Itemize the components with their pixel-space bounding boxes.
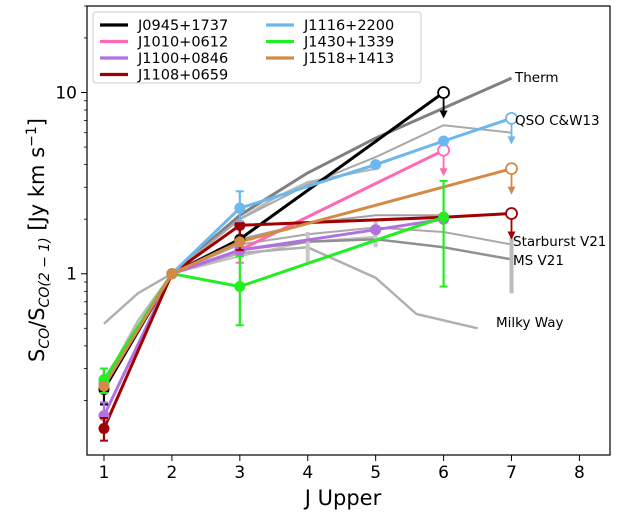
x-tick-label-2: 2 (166, 463, 177, 483)
axis-ticks: 1 2 3 4 5 6 7 8 1 10 (55, 5, 585, 483)
upper-limit-point-j1518-1413-x7 (505, 162, 518, 176)
ref-label-starburst-v21: Starburst V21 (513, 234, 606, 250)
data-point-j1430-1339-x6 (438, 211, 450, 223)
series-line-j1010-0612 (102, 148, 445, 384)
series-points (98, 86, 518, 442)
data-point-j1116-2200-x5 (370, 159, 382, 171)
x-tick-label-1: 1 (99, 463, 110, 483)
series-line-j1430-1339 (102, 215, 445, 381)
x-tick-label-5: 5 (370, 463, 381, 483)
x-tick-label-3: 3 (234, 463, 245, 483)
data-point-j1518-1413-x3 (234, 236, 246, 248)
reference-model-lines (102, 76, 513, 384)
plot-frame (86, 5, 611, 456)
legend-label-j1100-0846: J1100+0846 (137, 51, 228, 67)
reference-model-labels: Therm QSO C&W13 Starburst V21 MS V21 Milky W… (496, 70, 606, 331)
x-tick-label-7: 7 (506, 463, 517, 483)
legend: J0945+1737J1010+0612J1100+0846J1108+0659… (92, 11, 422, 84)
data-point-j1430-1339-x3 (234, 281, 246, 293)
x-tick-label-4: 4 (302, 463, 313, 483)
upper-limit-arrow-head-j0945-1737-x6 (439, 110, 448, 119)
ref-line-starburst-v21 (171, 226, 512, 275)
data-point-j1108-0659-x1 (98, 423, 110, 435)
data-point-j1518-1413-x2 (166, 268, 178, 280)
legend-label-j1430-1339: J1430+1339 (303, 35, 394, 51)
data-point-j1116-2200-x3 (234, 202, 246, 214)
ref-line-therm (170, 76, 513, 275)
y-tick-label-10: 10 (55, 83, 77, 103)
legend-label-j1010-0612: J1010+0612 (137, 35, 228, 51)
ref-label-milky-way: Milky Way (496, 315, 564, 331)
legend-label-j1518-1413: J1518+1413 (303, 51, 394, 67)
data-point-j1100-0846-x5 (370, 224, 382, 236)
data-point-j1108-0659-x3 (234, 219, 246, 231)
upper-limit-arrow-head-j1518-1413-x7 (507, 186, 516, 195)
upper-limit-arrow-head-j1108-0659-x7 (507, 231, 516, 240)
legend-label-j1108-0659: J1108+0659 (137, 68, 228, 84)
upper-limit-point-j1116-2200-x7 (505, 111, 518, 125)
ref-line-qso-c-w13 (171, 124, 512, 275)
ref-line-milky-way (103, 246, 478, 330)
series-line-j1518-1413 (102, 167, 512, 387)
ref-label-ms-v21: MS V21 (513, 253, 564, 269)
data-point-j1518-1413-x1 (98, 380, 110, 392)
x-tick-label-8: 8 (574, 463, 585, 483)
data-point-j1116-2200-x6 (438, 135, 450, 147)
ref-label-therm: Therm (514, 70, 559, 86)
ref-label-qso-c-w13: QSO C&W13 (515, 113, 600, 129)
x-tick-label-6: 6 (438, 463, 449, 483)
legend-label-j0945-1737: J0945+1737 (137, 18, 228, 34)
upper-limit-arrow-head-j1010-0612-x6 (439, 168, 448, 177)
legend-label-j1116-2200: J1116+2200 (303, 18, 394, 34)
upper-limit-point-j0945-1737-x6 (437, 86, 450, 99)
legend-box (92, 11, 422, 84)
upper-limit-point-j1108-0659-x7 (505, 207, 518, 220)
x-axis-title: J Upper (303, 486, 382, 510)
y-tick-label-1: 1 (66, 265, 77, 285)
upper-limit-arrow-head-j1116-2200-x7 (507, 136, 516, 145)
y-axis-title: SCO/SCO(2 − 1) [Jy km s−1] (24, 118, 53, 362)
